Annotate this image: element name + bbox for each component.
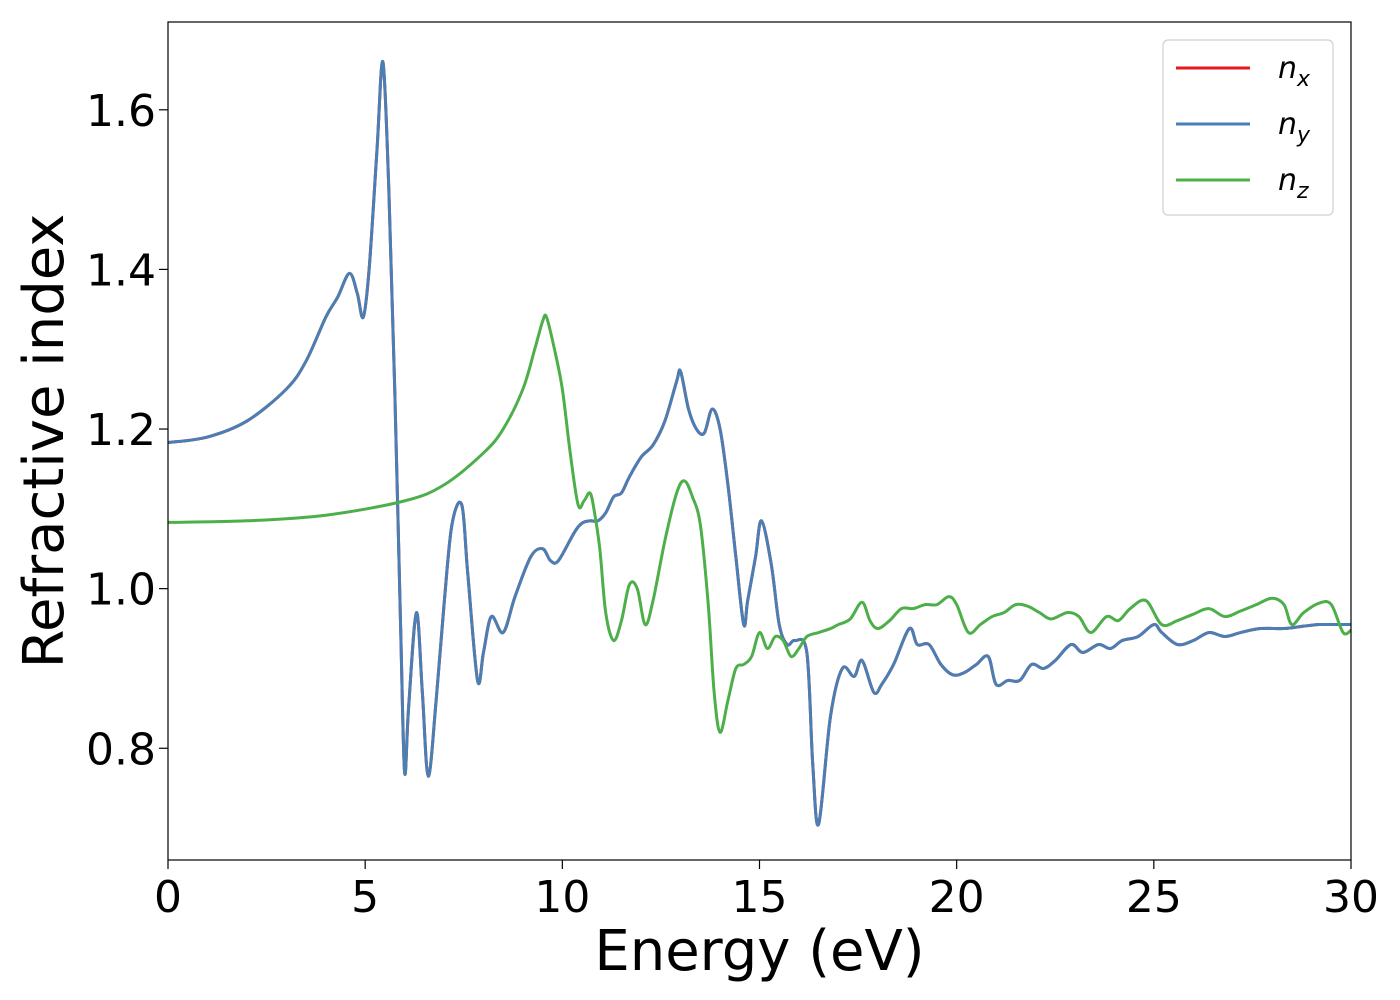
x-tick-label: 10 xyxy=(534,872,590,923)
legend: nx ny nz xyxy=(1162,39,1334,216)
x-tick-label: 20 xyxy=(929,872,985,923)
y-axis-title: Refractive index xyxy=(12,214,77,669)
legend-label-nz: nz xyxy=(1278,163,1309,204)
x-tick-label: 0 xyxy=(154,872,182,923)
axis-layer: 0 5 10 15 20 25 30 0.8 1.0 1.2 1.4 1.6 xyxy=(86,86,1379,923)
series-line-nz xyxy=(168,313,1351,734)
x-tick-label: 25 xyxy=(1126,872,1182,923)
legend-label-nx: nx xyxy=(1278,51,1311,92)
x-axis-title: Energy (eV) xyxy=(594,919,924,984)
legend-box xyxy=(1162,39,1334,216)
y-tick-label: 1.6 xyxy=(86,86,156,137)
x-tick-label: 15 xyxy=(732,872,788,923)
y-tick-label: 0.8 xyxy=(86,724,156,775)
series-line-ny xyxy=(168,60,1351,827)
series-layer xyxy=(168,60,1351,827)
y-tick-label: 1.4 xyxy=(86,245,156,296)
x-tick-label: 5 xyxy=(351,872,379,923)
y-tick-label: 1.0 xyxy=(86,565,156,616)
y-tick-label: 1.2 xyxy=(86,405,156,456)
x-tick-label: 30 xyxy=(1323,872,1379,923)
legend-label-ny: ny xyxy=(1278,107,1311,148)
